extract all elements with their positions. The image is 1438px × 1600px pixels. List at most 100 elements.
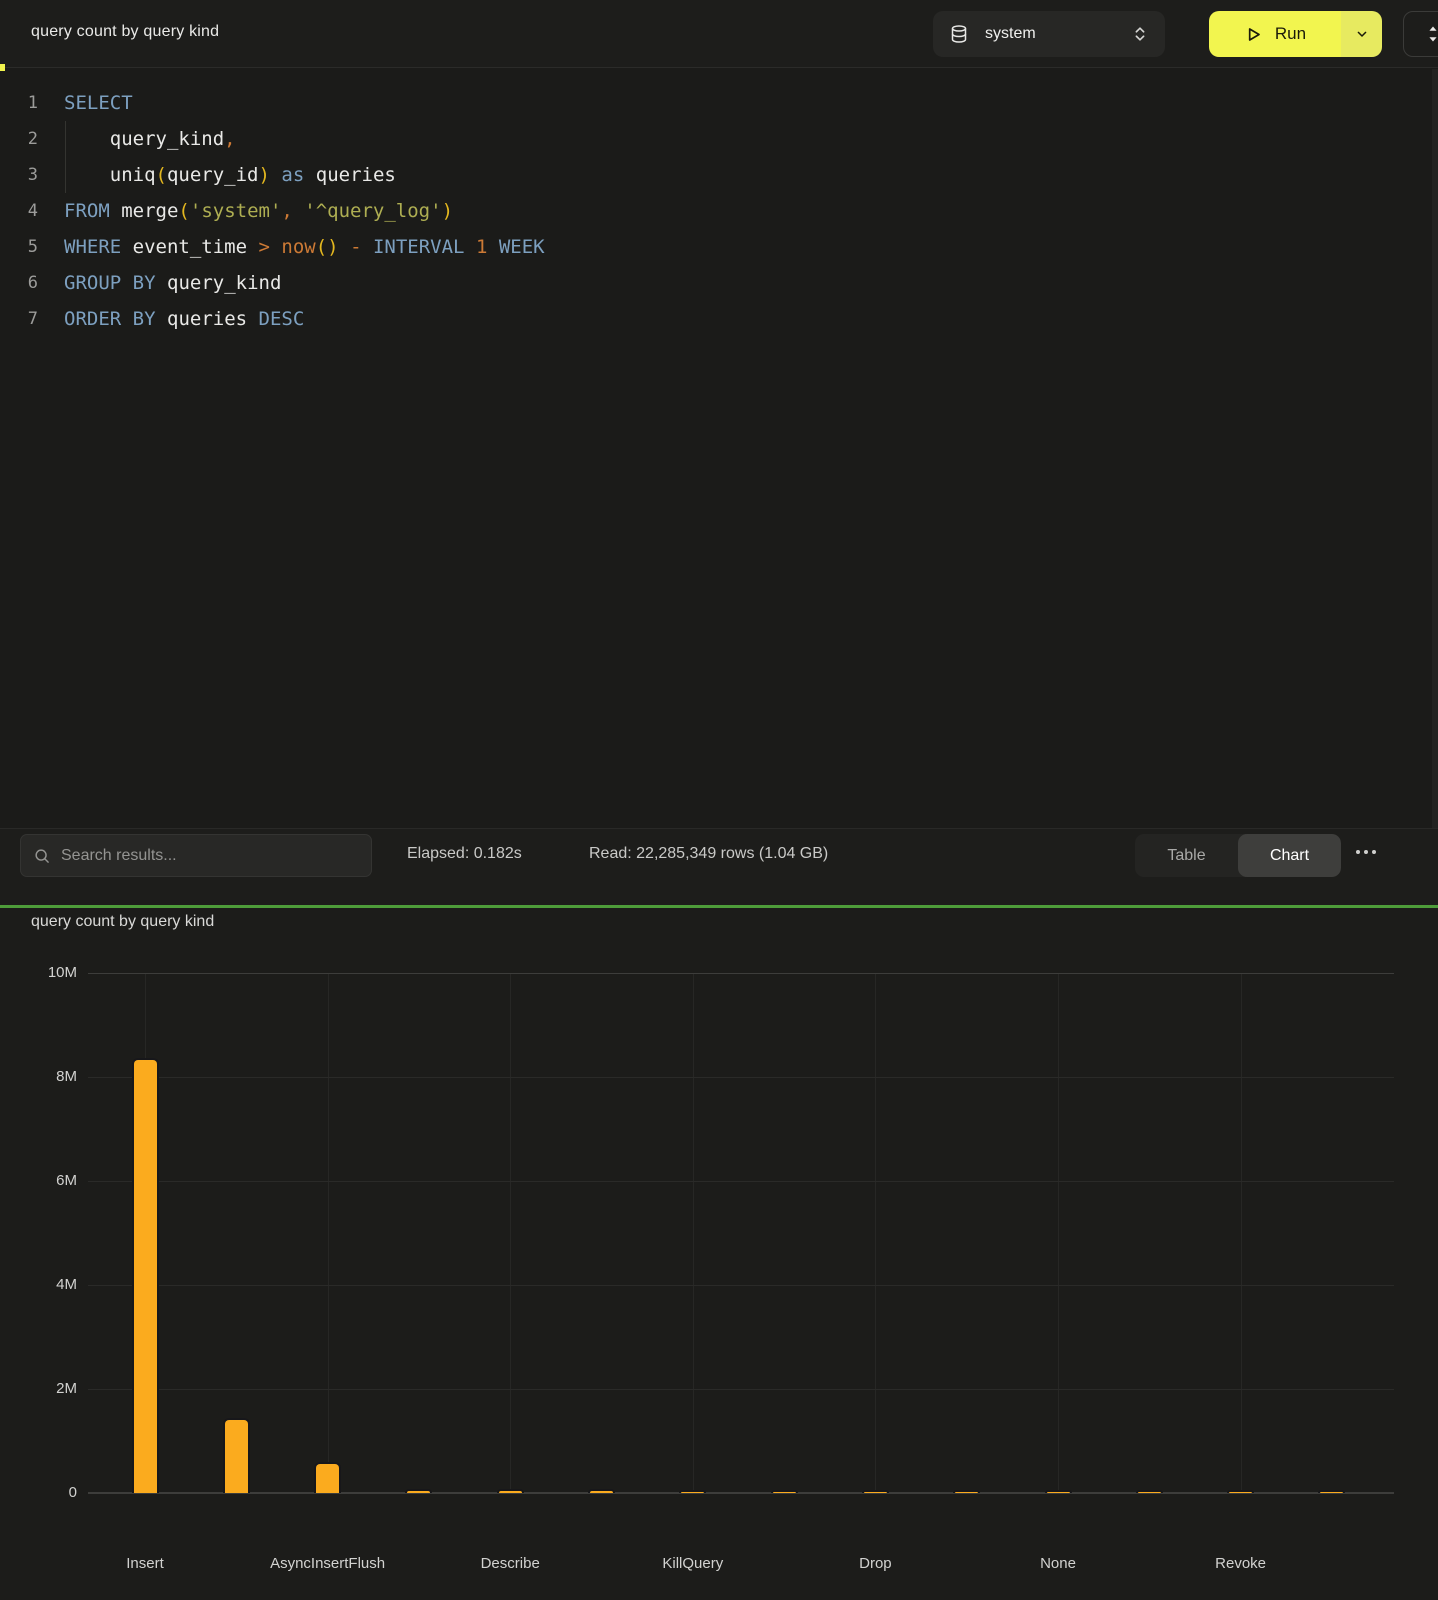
code-token: 1 — [476, 236, 487, 258]
x-axis-label: AsyncInsertFlush — [270, 1555, 385, 1572]
chevron-down-icon — [1354, 26, 1370, 42]
code-token: ( — [156, 164, 167, 186]
results-toolbar: Elapsed: 0.182s Read: 22,285,349 rows (1… — [0, 828, 1438, 905]
code-line[interactable]: 6 GROUP BY query_kind — [0, 265, 1426, 301]
code-line[interactable]: 7ORDER BY queries DESC — [0, 301, 1426, 337]
grid-line-vertical — [1058, 973, 1059, 1493]
line-number: 7 — [0, 301, 38, 337]
code-text: WHERE event_time > now() - INTERVAL 1 WE… — [64, 229, 545, 265]
line-number: 3 — [0, 157, 38, 193]
code-text: GROUP BY query_kind — [64, 265, 281, 301]
grid-line-horizontal — [88, 973, 1394, 974]
code-token: event_time — [133, 236, 247, 258]
line-number: 1 — [0, 85, 38, 121]
bar-category-14[interactable] — [1318, 1490, 1345, 1493]
code-token — [121, 236, 132, 258]
code-token: uniq — [110, 164, 156, 186]
grid-line-vertical — [1241, 973, 1242, 1493]
query-title: query count by query kind — [31, 23, 219, 41]
code-token — [304, 164, 315, 186]
run-options-dropdown[interactable] — [1341, 11, 1382, 57]
code-text: uniq(query_id) as queries — [64, 157, 396, 193]
bar-Revoke[interactable] — [1227, 1490, 1254, 1493]
read-stat: Read: 22,285,349 rows (1.04 GB) — [589, 845, 828, 863]
code-token — [293, 200, 304, 222]
collapse-editor-button[interactable] — [1403, 11, 1438, 57]
code-token — [110, 200, 121, 222]
code-token: - — [350, 236, 361, 258]
bar-Drop[interactable] — [862, 1490, 889, 1493]
bar-Insert[interactable] — [132, 1058, 159, 1493]
grid-line-vertical — [510, 973, 511, 1493]
sql-editor-lines[interactable]: 1 SELECT 2 query_kind,3 uniq(query_id) as … — [0, 85, 1426, 337]
bar-chart-plot: 02M4M6M8M10MInsertAsyncInsertFlushDescri… — [88, 973, 1394, 1493]
code-token: BY — [133, 272, 156, 294]
code-text: FROM merge('system', '^query_log') — [64, 193, 453, 229]
grid-line-vertical — [693, 973, 694, 1493]
code-token: ( — [178, 200, 189, 222]
bar-Describe[interactable] — [497, 1489, 524, 1493]
line-number: 6 — [0, 265, 38, 301]
bar-category-12[interactable] — [1136, 1490, 1163, 1493]
line-number: 4 — [0, 193, 38, 229]
bar-category-4[interactable] — [405, 1489, 432, 1493]
bar-KillQuery[interactable] — [679, 1490, 706, 1493]
bar-None[interactable] — [1045, 1490, 1072, 1493]
code-line[interactable]: 3 uniq(query_id) as queries — [0, 157, 1426, 193]
bar-category-6[interactable] — [588, 1489, 615, 1493]
code-line[interactable]: 2 query_kind, — [0, 121, 1426, 157]
code-token: ) — [259, 164, 270, 186]
run-button-label: Run — [1275, 24, 1306, 44]
code-token — [270, 164, 281, 186]
grid-line-vertical — [328, 973, 329, 1493]
code-token — [247, 308, 258, 330]
bar-AsyncInsertFlush[interactable] — [314, 1462, 341, 1493]
x-axis-label: Drop — [859, 1555, 892, 1572]
code-token — [362, 236, 373, 258]
run-button-main[interactable]: Run — [1209, 11, 1341, 57]
code-token — [487, 236, 498, 258]
grid-line-horizontal — [88, 1181, 1394, 1182]
code-token: FROM — [64, 200, 110, 222]
more-options-button[interactable] — [1356, 850, 1376, 854]
run-button[interactable]: Run — [1209, 11, 1382, 57]
code-token: query_id — [167, 164, 259, 186]
grid-line-vertical — [875, 973, 876, 1493]
code-token: , — [224, 128, 235, 150]
y-axis-label: 4M — [11, 1276, 77, 1293]
database-selector-value: system — [985, 25, 1131, 43]
code-token — [339, 236, 350, 258]
editor-scrollbar[interactable] — [1432, 69, 1438, 828]
search-results-box[interactable] — [20, 834, 372, 877]
code-text: query_kind, — [64, 121, 236, 157]
code-line[interactable]: 4 FROM merge('system', '^query_log') — [0, 193, 1426, 229]
bar-category-8[interactable] — [771, 1490, 798, 1493]
panel-resize-indicator[interactable] — [0, 64, 5, 71]
chart-title: query count by query kind — [31, 913, 214, 931]
tab-table[interactable]: Table — [1135, 834, 1238, 877]
code-token: ) — [442, 200, 453, 222]
code-token: 'system' — [190, 200, 282, 222]
tab-chart[interactable]: Chart — [1238, 834, 1341, 877]
x-axis-label: None — [1040, 1555, 1076, 1572]
database-selector[interactable]: system — [933, 11, 1165, 57]
code-token: now — [281, 236, 315, 258]
grid-line-horizontal — [88, 1077, 1394, 1078]
line-number: 5 — [0, 229, 38, 265]
bar-category-10[interactable] — [953, 1490, 980, 1493]
code-token: queries — [316, 164, 396, 186]
code-token: BY — [133, 308, 156, 330]
code-token — [64, 164, 110, 186]
y-axis-label: 8M — [11, 1068, 77, 1085]
code-token: merge — [121, 200, 178, 222]
x-axis-label: Revoke — [1215, 1555, 1266, 1572]
code-line[interactable]: 5 WHERE event_time > now() - INTERVAL 1 W… — [0, 229, 1426, 265]
search-input[interactable] — [61, 847, 359, 865]
code-token — [270, 236, 281, 258]
code-token: SELECT — [64, 92, 133, 114]
bar-category-2[interactable] — [223, 1418, 250, 1493]
code-token — [465, 236, 476, 258]
sql-editor[interactable]: 1 SELECT 2 query_kind,3 uniq(query_id) as … — [0, 69, 1438, 828]
code-line[interactable]: 1 SELECT — [0, 85, 1426, 121]
collapse-arrows-icon — [1423, 24, 1438, 44]
